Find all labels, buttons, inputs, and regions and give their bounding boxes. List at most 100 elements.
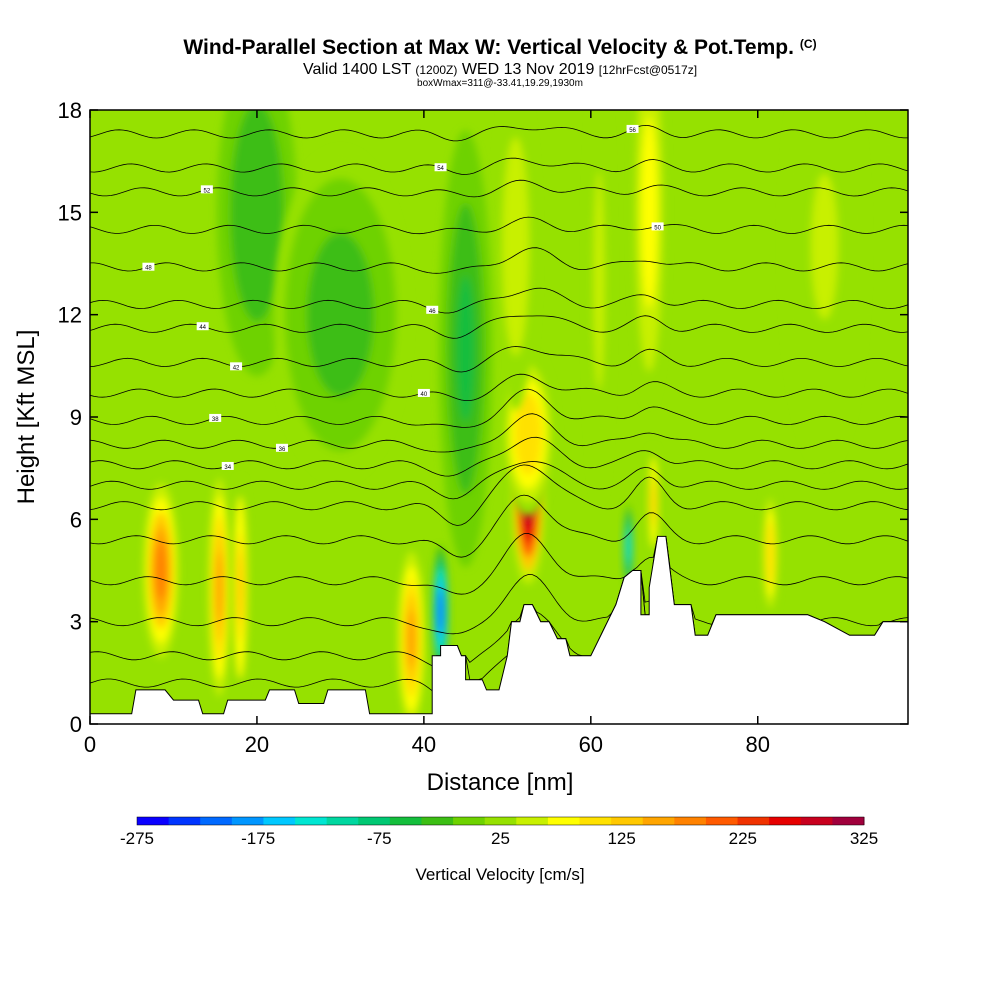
colorbar-swatch: [168, 817, 201, 825]
colorbar-tick-label: -275: [120, 829, 154, 848]
velocity-band: [646, 180, 652, 245]
colorbar-swatch: [579, 817, 612, 825]
velocity-band: [512, 219, 520, 274]
colorbar-tick-label: 125: [607, 829, 635, 848]
velocity-cell: [495, 110, 536, 411]
velocity-cell: [398, 551, 425, 724]
theta-label: 50: [654, 225, 661, 231]
colorbar-tick-label: 325: [850, 829, 878, 848]
utc-time: (1200Z): [415, 63, 458, 77]
theta-label: 34: [224, 465, 231, 471]
copyright-mark: (C): [799, 37, 817, 51]
colorbar-swatch: [326, 817, 359, 825]
theta-contour-line: [90, 247, 908, 274]
chart-title: Wind-Parallel Section at Max W: Vertical…: [0, 36, 1000, 60]
theta-label: 40: [421, 392, 428, 398]
colorbar-tick-label: -175: [241, 829, 275, 848]
theta-label-bg: [434, 163, 447, 172]
velocity-cell: [633, 110, 666, 404]
colorbar-swatch: [263, 817, 296, 825]
velocity-cell: [208, 478, 231, 697]
theta-label: 44: [199, 325, 206, 331]
colorbar-swatch: [358, 817, 391, 825]
theta-contour-line: [90, 315, 908, 339]
theta-label: 48: [145, 266, 152, 272]
valid-time: Valid 1400 LST: [302, 61, 411, 78]
terrain-mask: [90, 535, 908, 724]
colorbar-swatch: [705, 817, 739, 825]
colorbar-label: Vertical Velocity [cm/s]: [415, 865, 584, 884]
plot-area: 34 36 38 40 42 44 46 48 50 52 54 56: [90, 110, 908, 724]
theta-label: 52: [204, 188, 211, 194]
velocity-band: [817, 210, 832, 283]
colorbar-swatch: [800, 817, 833, 825]
theta-contours: 34 36 38 40 42 44 46 48 50 52 54 56: [90, 124, 908, 692]
theta-contour-line: [90, 157, 908, 175]
theta-contour-line: [90, 413, 908, 453]
y-tick-label: 12: [58, 303, 82, 328]
theta-label-bg: [221, 461, 234, 470]
theta-label-bg: [142, 262, 155, 271]
theta-label-bg: [200, 185, 213, 194]
colorbar-swatch: [547, 817, 581, 825]
theta-label: 54: [437, 166, 444, 172]
velocity-band: [439, 600, 442, 623]
theta-label: 42: [233, 365, 240, 371]
velocity-cell: [273, 150, 408, 479]
theta-label-bg: [196, 322, 209, 331]
theta-label: 36: [279, 447, 286, 453]
theta-contour-line: [90, 373, 908, 401]
colorbar-swatch: [137, 817, 170, 825]
colorbar-swatch: [674, 817, 707, 825]
y-tick-label: 9: [70, 405, 82, 430]
velocity-band: [652, 493, 655, 512]
velocity-band: [768, 542, 772, 565]
colorbar-tick-label: 25: [491, 829, 510, 848]
velocity-cell: [143, 483, 179, 658]
colorbar-swatch: [453, 817, 486, 825]
theta-label-bg: [426, 305, 439, 314]
x-tick-label: 80: [746, 732, 770, 757]
colorbar-swatch: [389, 817, 422, 825]
theta-contour-line: [90, 124, 908, 142]
velocity-band: [158, 555, 164, 586]
velocity-band: [597, 244, 601, 317]
y-axis-label: Height [Kft MSL]: [13, 330, 40, 505]
velocity-cell: [784, 110, 865, 465]
colorbar-tick-label: -75: [367, 829, 392, 848]
theta-contour-line: [90, 216, 908, 235]
colorbar-frame: [136, 816, 865, 826]
velocity-band: [409, 624, 414, 654]
theta-contour-line: [90, 494, 908, 558]
velocity-cell: [438, 130, 493, 568]
colorbar-swatch: [642, 817, 675, 825]
colorbar: -275 -175 -75 25 125 225 325: [120, 816, 878, 848]
velocity-cell: [588, 110, 610, 499]
velocity-cell: [232, 478, 249, 697]
colorbar-swatch: [421, 817, 454, 825]
y-tick-label: 18: [58, 98, 82, 123]
x-axis-label: Distance [nm]: [427, 769, 574, 796]
theta-label-bg: [417, 388, 430, 397]
colorbar-swatch: [769, 817, 802, 825]
theta-label-bg: [209, 413, 222, 422]
colorbar-swatch: [611, 817, 644, 825]
box-wmax-info: boxWmax=311@-33.41,19.29,1930m: [417, 78, 583, 89]
colorbar-swatch: [516, 817, 549, 825]
theta-label-bg: [230, 362, 243, 371]
chart-subtitle: Valid 1400 LST (1200Z) WED 13 Nov 2019 […: [0, 61, 1000, 79]
velocity-cells: [143, 110, 865, 724]
colorbar-swatch: [737, 817, 770, 825]
theta-contour-line: [90, 287, 908, 314]
velocity-band: [217, 569, 222, 606]
x-tick-label: 40: [412, 732, 436, 757]
theta-contour-line: [90, 532, 908, 595]
y-tick-label: 3: [70, 610, 82, 635]
y-tick-label: 15: [58, 200, 82, 225]
velocity-band: [461, 312, 471, 386]
velocity-band: [329, 287, 352, 342]
theta-label-bg: [651, 222, 664, 231]
velocity-band: [523, 420, 533, 448]
velocity-band: [238, 569, 242, 606]
